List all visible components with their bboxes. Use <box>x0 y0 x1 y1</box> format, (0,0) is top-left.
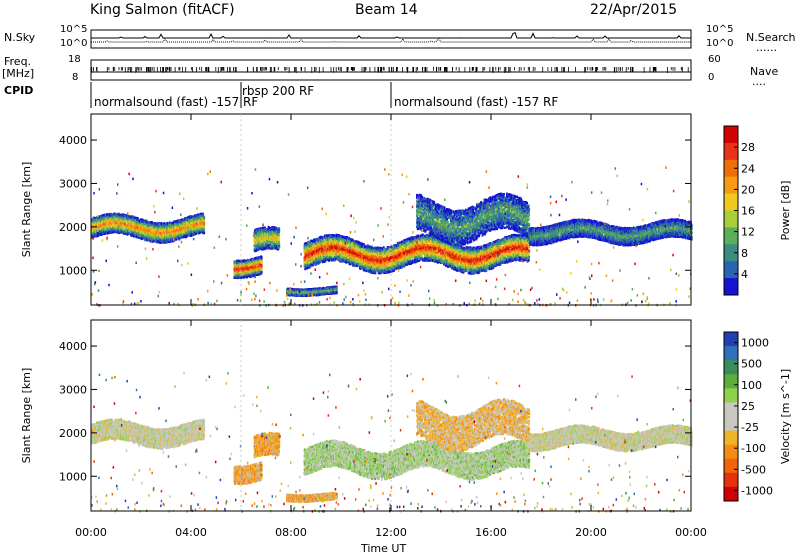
x-tick-label: 16:00 <box>475 526 507 539</box>
colorbar-swatch <box>724 332 738 347</box>
colorbar-tick-label: 25 <box>741 400 755 413</box>
nave-tick-bottom: 0 <box>708 72 714 84</box>
colorbar-swatch <box>724 177 738 194</box>
y-tick-label: 4000 <box>59 340 87 353</box>
freq-plot-frame <box>91 60 691 80</box>
x-tick-label: 04:00 <box>175 526 207 539</box>
colorbar-swatch <box>724 431 738 446</box>
cpid-segment-1: normalsound (fast) -157 RF <box>94 96 258 108</box>
power-echo-region <box>529 218 693 246</box>
colorbar-swatch <box>724 417 738 432</box>
x-tick-label: 12:00 <box>375 526 407 539</box>
y-tick-label: 2000 <box>59 221 87 234</box>
colorbar-tick-label: 20 <box>741 183 755 196</box>
power-echo-region <box>91 213 205 244</box>
noise-tick-bottom-right: 10^0 <box>706 38 733 50</box>
date-title: 22/Apr/2015 <box>590 2 677 18</box>
colorbar-swatch <box>724 360 738 375</box>
colorbar-tick-label: 100 <box>741 379 762 392</box>
colorbar-swatch <box>724 388 738 403</box>
power-echo-region <box>254 226 281 252</box>
colorbar-swatch <box>724 194 738 211</box>
colorbar-tick-label: 28 <box>741 141 755 154</box>
colorbar-tick-label: -500 <box>741 463 766 476</box>
nave-tick-top: 60 <box>708 54 721 66</box>
noise-search-trace <box>91 39 691 43</box>
x-tick-label: 20:00 <box>575 526 607 539</box>
cpid-segment-2: rbsp 200 RF <box>242 85 314 97</box>
colorbar-swatch <box>724 346 738 361</box>
colorbar-tick-label: -100 <box>741 442 766 455</box>
freq-tick-bottom: 8 <box>72 72 78 84</box>
freq-tick-top: 18 <box>68 54 81 66</box>
beam-title: Beam 14 <box>355 2 418 18</box>
colorbar-tick-label: 500 <box>741 358 762 371</box>
velocity-echo-region <box>254 432 281 459</box>
colorbar-tick-label: 12 <box>741 226 755 239</box>
velocity-panel <box>91 320 738 513</box>
colorbar-swatch <box>724 487 738 502</box>
cpid-segment-3: normalsound (fast) -157 RF <box>394 96 558 108</box>
noise-tick-top-right: 10^5 <box>706 24 733 36</box>
nave-dots: .... <box>752 76 766 88</box>
x-tick-label: 00:00 <box>675 526 707 539</box>
colorbar-tick-label: 16 <box>741 205 755 218</box>
y-axis-label: Slant Range [km] <box>20 162 33 258</box>
x-axis-label: Time UT <box>361 543 406 555</box>
station-title: King Salmon (fitACF) <box>90 2 235 18</box>
colorbar-swatch <box>724 211 738 228</box>
y-tick-label: 2000 <box>59 427 87 440</box>
colorbar-tick-label: 1000 <box>741 337 769 350</box>
y-tick-label: 1000 <box>59 470 87 483</box>
y-axis-label: Slant Range [km] <box>20 368 33 464</box>
power-panel <box>91 114 738 307</box>
colorbar-swatch <box>724 278 738 295</box>
noise-plot-frame <box>91 30 691 48</box>
colorbar-swatch <box>724 473 738 488</box>
power-colorbar-label: Power [dB] <box>779 181 792 241</box>
colorbar-swatch <box>724 459 738 474</box>
nsearch-dots: ...... <box>756 42 777 54</box>
y-tick-label: 3000 <box>59 383 87 396</box>
velocity-colorbar <box>724 332 738 502</box>
noise-tick-bottom-left: 10^0 <box>60 38 87 50</box>
y-tick-label: 3000 <box>59 177 87 190</box>
colorbar-swatch <box>724 261 738 278</box>
cpid-label: CPID <box>4 85 33 97</box>
colorbar-swatch <box>724 126 738 143</box>
velocity-echo-region <box>529 424 693 452</box>
colorbar-swatch <box>724 374 738 389</box>
colorbar-tick-label: 8 <box>741 247 748 260</box>
freq-unit-label: [MHz] <box>2 68 34 80</box>
velocity-colorbar-label: Velocity [m s^-1] <box>779 369 792 464</box>
colorbar-tick-label: -25 <box>741 421 759 434</box>
noise-sky-trace <box>91 33 691 38</box>
colorbar-tick-label: 24 <box>741 162 755 175</box>
noise-tick-top-left: 10^5 <box>60 24 87 36</box>
colorbar-swatch <box>724 143 738 160</box>
colorbar-tick-label: -1000 <box>741 484 773 497</box>
colorbar-swatch <box>724 227 738 244</box>
x-tick-label: 00:00 <box>75 526 107 539</box>
colorbar-tick-label: 4 <box>741 268 748 281</box>
colorbar-swatch <box>724 402 738 417</box>
y-tick-label: 4000 <box>59 134 87 147</box>
velocity-echo-region <box>91 419 205 450</box>
velocity-echo-region <box>286 492 338 503</box>
y-tick-label: 1000 <box>59 264 87 277</box>
power-echo-region <box>234 255 263 279</box>
nsky-label: N.Sky <box>4 32 35 44</box>
x-tick-label: 08:00 <box>275 526 307 539</box>
colorbar-swatch <box>724 445 738 460</box>
power-colorbar <box>724 126 738 296</box>
